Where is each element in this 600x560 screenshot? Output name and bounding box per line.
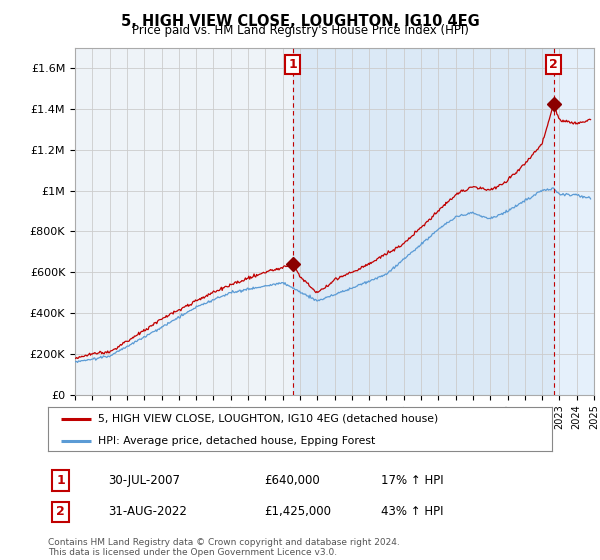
Text: 2: 2 <box>550 58 558 71</box>
Text: £1,425,000: £1,425,000 <box>265 505 332 519</box>
Bar <box>293 48 554 395</box>
Text: 1: 1 <box>56 474 65 487</box>
Text: Price paid vs. HM Land Registry's House Price Index (HPI): Price paid vs. HM Land Registry's House … <box>131 24 469 37</box>
Text: 30-JUL-2007: 30-JUL-2007 <box>109 474 181 487</box>
Text: 1: 1 <box>288 58 297 71</box>
Text: 31-AUG-2022: 31-AUG-2022 <box>109 505 187 519</box>
Text: 17% ↑ HPI: 17% ↑ HPI <box>380 474 443 487</box>
Text: £640,000: £640,000 <box>265 474 320 487</box>
Text: 43% ↑ HPI: 43% ↑ HPI <box>380 505 443 519</box>
Bar <box>293 48 594 395</box>
Text: Contains HM Land Registry data © Crown copyright and database right 2024.
This d: Contains HM Land Registry data © Crown c… <box>48 538 400 557</box>
Text: 5, HIGH VIEW CLOSE, LOUGHTON, IG10 4EG: 5, HIGH VIEW CLOSE, LOUGHTON, IG10 4EG <box>121 14 479 29</box>
Text: HPI: Average price, detached house, Epping Forest: HPI: Average price, detached house, Eppi… <box>98 436 376 446</box>
Text: 5, HIGH VIEW CLOSE, LOUGHTON, IG10 4EG (detached house): 5, HIGH VIEW CLOSE, LOUGHTON, IG10 4EG (… <box>98 414 439 424</box>
Text: 2: 2 <box>56 505 65 519</box>
